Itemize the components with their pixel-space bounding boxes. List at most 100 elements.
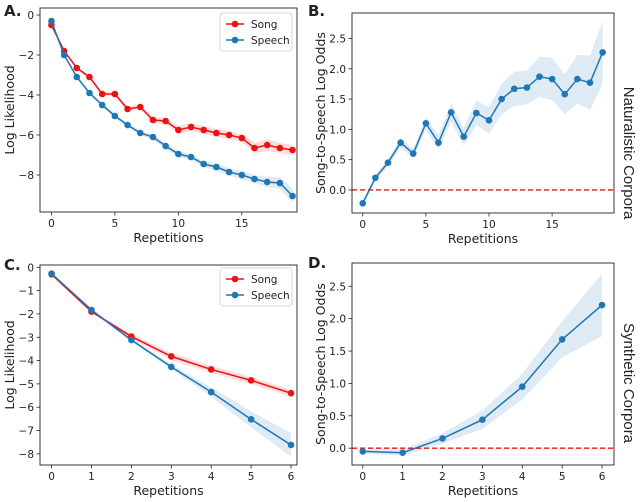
data-point [518, 383, 526, 390]
data-point [48, 17, 55, 25]
data-point [422, 120, 430, 127]
data-point [276, 179, 284, 187]
x-tick-label: 2 [128, 471, 135, 483]
data-point [86, 73, 93, 81]
axes-frame [351, 262, 615, 466]
data-point [536, 73, 543, 80]
data-point [136, 129, 144, 137]
panel-label: A. [4, 2, 22, 20]
legend-marker [231, 20, 239, 28]
data-point [523, 84, 531, 91]
legend-label-song: Song [251, 19, 277, 31]
y-tick-label: −8 [19, 170, 34, 182]
data-point [149, 116, 157, 124]
data-point [73, 64, 81, 72]
x-tick-label: 15 [235, 218, 248, 230]
data-point [586, 79, 594, 86]
data-point [187, 153, 195, 161]
data-point [276, 144, 284, 152]
data-point [289, 146, 296, 154]
data-point [473, 109, 480, 117]
data-point [247, 377, 255, 384]
data-point [435, 139, 442, 146]
y-tick-label: 1.0 [329, 124, 346, 136]
data-point [187, 123, 195, 131]
y-tick-label: 0.0 [329, 185, 346, 197]
data-point [447, 109, 455, 116]
data-point [73, 73, 81, 81]
data-point [599, 49, 606, 56]
x-tick-label: 5 [248, 471, 255, 483]
y-axis-label: Song-to-Speech Log Odds [313, 32, 328, 194]
legend: Song Speech [219, 267, 293, 307]
data-point [561, 90, 569, 98]
x-tick-label: 1 [399, 471, 406, 483]
x-tick-label: 4 [208, 471, 215, 483]
data-point [124, 105, 131, 113]
data-point [200, 160, 208, 168]
data-point [136, 103, 144, 111]
y-tick-label: 2.5 [329, 281, 346, 293]
x-tick-label: 6 [599, 471, 606, 483]
data-point [263, 178, 271, 186]
panel-label: B. [308, 2, 325, 20]
axes-frame [39, 264, 298, 466]
data-point [263, 141, 271, 149]
x-tick-label: 3 [479, 471, 486, 483]
data-point [460, 133, 468, 140]
x-tick-label: 5 [559, 471, 566, 483]
data-point [200, 126, 208, 134]
y-axis-label: Log Likelihood [2, 65, 17, 154]
data-point [111, 90, 119, 98]
data-point [213, 163, 220, 171]
data-point [359, 200, 367, 207]
data-point [598, 301, 606, 309]
panel-c: 0 1 2 3 4 5 6 0 −1 −2 −3 −4 −5 −6 −7 −8 Repetitions Log L… [2, 256, 298, 498]
y-tick-label: 2.5 [329, 33, 346, 45]
data-point [289, 192, 296, 200]
x-tick-label: 4 [519, 471, 526, 483]
x-tick-label: 10 [172, 218, 185, 230]
data-point [409, 150, 417, 157]
data-point [207, 366, 215, 373]
y-tick-label: 1.5 [329, 94, 346, 106]
data-point [88, 306, 95, 314]
x-tick-label: 3 [168, 471, 175, 483]
confidence-band [362, 20, 603, 207]
y-tick-label: 1.5 [329, 346, 346, 358]
data-point [510, 85, 518, 93]
x-axis-label: Repetitions [133, 230, 203, 245]
data-point [558, 336, 566, 343]
legend-marker [231, 36, 239, 44]
legend-marker [231, 275, 239, 283]
data-point [251, 144, 258, 152]
data-point [162, 142, 169, 150]
data-point [399, 449, 406, 456]
legend-box [219, 12, 293, 52]
data-point [359, 448, 367, 455]
x-tick-label: 2 [439, 471, 446, 483]
data-point [548, 75, 556, 83]
x-tick-label: 5 [423, 219, 430, 231]
x-axis-label: Repetitions [133, 483, 203, 498]
row-label-synthetic: Synthetic Corpora [620, 323, 637, 444]
x-axis-label: Repetitions [448, 483, 518, 498]
legend-box [219, 267, 293, 307]
data-point [48, 270, 55, 277]
x-tick-label: 1 [88, 471, 95, 483]
y-tick-label: 2.0 [329, 64, 346, 76]
x-tick-label: 0 [359, 219, 366, 231]
y-tick-label: −2 [19, 309, 34, 321]
data-point [225, 131, 233, 139]
y-tick-label: −5 [19, 379, 34, 391]
confidence-band [362, 274, 603, 456]
panel-label: C. [4, 256, 21, 274]
legend-label-speech: Speech [251, 35, 290, 47]
data-point [397, 139, 404, 146]
data-point [287, 389, 295, 397]
data-point [167, 353, 175, 360]
legend: Song Speech [219, 12, 293, 52]
x-tick-label: 0 [48, 471, 55, 483]
y-tick-label: 0.5 [329, 411, 346, 423]
